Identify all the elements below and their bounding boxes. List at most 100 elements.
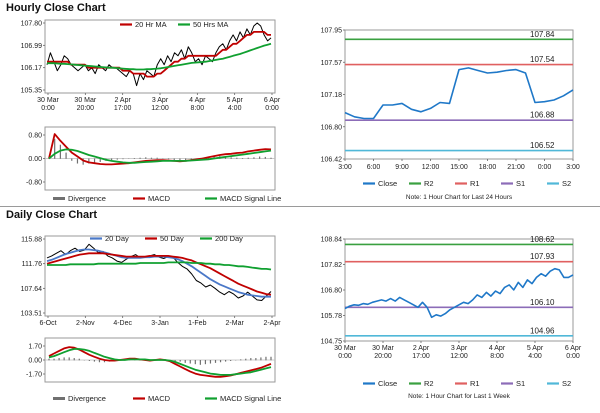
hourly-macd-ytick-label: 0.80 — [28, 133, 42, 140]
hourly-price-xtick-label: 30 Mar — [74, 97, 96, 104]
daily-pivot-legend-label: S2 — [562, 379, 571, 388]
daily-macd-divergence-bar — [224, 360, 227, 362]
hourly-macd-legend-label: Divergence — [68, 194, 106, 203]
daily-macd-divergence-bar — [240, 359, 242, 361]
hourly-macd-divergence-bar — [236, 157, 238, 159]
daily-pivot-level-label-s1: 106.10 — [530, 298, 555, 307]
hourly-macd-divergence-bar — [185, 158, 187, 160]
hourly-macd-divergence-bar — [167, 158, 170, 160]
daily-pivot-xtick-label: 30 Mar — [372, 345, 394, 352]
hourly-pivot-legend-label: S2 — [562, 179, 571, 188]
daily-section-title: Daily Close Chart — [6, 209, 98, 221]
daily-macd-divergence-bar — [88, 360, 90, 361]
hourly-macd-divergence-bar — [179, 158, 181, 161]
hourly-macd-divergence-bar — [71, 158, 73, 161]
hourly-pivot-ytick-label: 106.42 — [321, 157, 343, 164]
hourly-pivot-xtick-label: 15:00 — [450, 164, 468, 171]
daily-macd-divergence-bar — [63, 357, 65, 361]
hourly-macd-divergence-bar — [59, 144, 61, 159]
hourly-macd-divergence-bar — [247, 157, 249, 159]
hourly-price-series-ma_long — [47, 42, 272, 71]
daily-price-xtick-label: 2-Nov — [76, 320, 95, 327]
hourly-pivot-xtick-label: 9:00 — [395, 164, 409, 171]
daily-pivot-frame — [344, 238, 574, 342]
daily-price-frame — [44, 235, 276, 317]
daily-pivot-xtick-label: 12:00 — [450, 353, 468, 360]
hourly-price-ytick-label: 107.80 — [21, 21, 43, 28]
daily-price-series-ma_long — [47, 261, 272, 271]
hourly-section-title: Hourly Close Chart — [6, 2, 106, 14]
daily-macd-divergence-bar — [179, 360, 181, 362]
hourly-price-xtick-label: 30 Mar — [37, 97, 59, 104]
hourly-price-xtick-label: 2 Apr — [114, 97, 131, 104]
daily-pivot-xtick-label: 0:00 — [566, 353, 580, 360]
daily-price-series-ma_short — [46, 252, 272, 296]
daily-macd-series-signal — [48, 348, 272, 376]
daily-pivot-legend-label: R1 — [470, 379, 480, 388]
hourly-price-ytick-label: 105.35 — [21, 88, 43, 95]
daily-macd-divergence-bar — [68, 357, 70, 361]
hourly-pivot-legend-label: S1 — [516, 179, 525, 188]
daily-macd-divergence-bar — [53, 358, 55, 361]
hourly-price-legend-label: 50 Hrs MA — [193, 20, 228, 29]
hourly-macd-divergence-bar — [259, 156, 261, 159]
daily-price-xtick-label: 2-Apr — [263, 320, 281, 327]
section-divider — [0, 206, 600, 207]
daily-macd-divergence-bar — [98, 360, 101, 363]
hourly-macd-divergence-bar — [253, 157, 255, 159]
hourly-pivot-ytick-label: 107.57 — [321, 60, 343, 67]
hourly-macd-divergence-bar — [116, 158, 118, 160]
daily-macd-divergence-bar — [209, 360, 212, 364]
daily-pivot-legend-label: R2 — [424, 379, 434, 388]
daily-macd-divergence-bar — [93, 360, 96, 362]
daily-macd-divergence-bar — [230, 360, 232, 361]
hourly-macd-divergence-bar — [230, 157, 232, 159]
daily-macd-ytick-label: -1.70 — [26, 372, 42, 379]
daily-macd-divergence-bar — [199, 360, 201, 365]
daily-macd-divergence-bar — [250, 358, 252, 361]
daily-pivot-ytick-label: 105.78 — [321, 313, 343, 320]
hourly-pivot-frame — [344, 29, 574, 160]
hourly-price-frame — [44, 19, 276, 94]
hourly-price-xtick-label: 5 Apr — [226, 97, 243, 104]
hourly-price-xtick-label: 17:00 — [114, 105, 132, 112]
hourly-macd-divergence-bar — [270, 157, 272, 159]
hourly-pivot-legend-label: R1 — [470, 179, 480, 188]
daily-macd-divergence-bar — [58, 358, 60, 361]
hourly-macd-divergence-bar — [54, 138, 56, 159]
daily-macd-divergence-bar — [214, 360, 217, 363]
hourly-price-xtick-label: 4 Apr — [189, 97, 206, 104]
hourly-macd-divergence-bar — [150, 157, 153, 159]
hourly-price-ytick-label: 106.99 — [21, 43, 43, 50]
hourly-macd-ytick-label: 0.00 — [28, 156, 42, 163]
daily-pivot-xtick-label: 6 Apr — [565, 345, 582, 352]
hourly-price-xtick-label: 4:00 — [228, 105, 242, 112]
daily-pivot-xtick-label: 4 Apr — [489, 345, 506, 352]
daily-pivot-xtick-label: 5 Apr — [527, 345, 544, 352]
hourly-macd-divergence-bar — [93, 158, 96, 163]
daily-macd-divergence-bar — [255, 358, 257, 361]
hourly-pivot-ytick-label: 107.18 — [321, 92, 343, 99]
hourly-macd-divergence-bar — [82, 158, 84, 165]
hourly-pivot-ytick-label: 106.80 — [321, 124, 343, 131]
hourly-pivot-xtick-label: 12:00 — [422, 164, 440, 171]
daily-pivot-xtick-label: 17:00 — [412, 353, 430, 360]
daily-macd-divergence-bar — [48, 358, 50, 361]
hourly-pivot-level-label-r2: 107.84 — [530, 30, 555, 39]
hourly-macd-divergence-bar — [99, 158, 101, 162]
hourly-macd-divergence-bar — [65, 152, 67, 159]
hourly-macd-divergence-bar — [76, 158, 79, 164]
hourly-pivot-level-label-r1: 107.54 — [530, 55, 555, 64]
hourly-price-xtick-label: 6 Apr — [264, 97, 281, 104]
hourly-macd-series-macd — [48, 133, 272, 166]
hourly-macd-series-signal — [48, 148, 272, 164]
daily-macd-ytick-label: 1.70 — [28, 344, 42, 351]
daily-macd-divergence-bar — [174, 360, 176, 361]
hourly-pivot-xtick-label: 21:00 — [507, 164, 525, 171]
daily-macd-divergence-bar — [270, 356, 272, 361]
hourly-pivot-legend-label: R2 — [424, 179, 434, 188]
daily-pivot-xtick-label: 3 Apr — [451, 345, 468, 352]
hourly-price-xtick-label: 0:00 — [265, 105, 279, 112]
daily-macd-divergence-bar — [184, 360, 186, 363]
daily-price-ytick-label: 111.76 — [22, 261, 42, 268]
